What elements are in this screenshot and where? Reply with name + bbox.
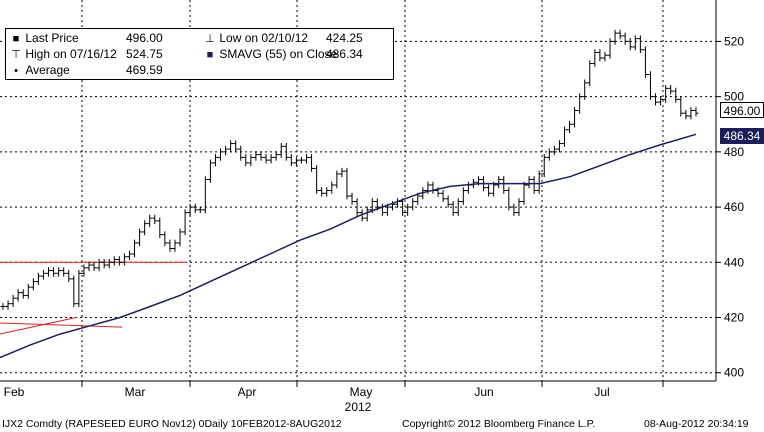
legend-smavg-value: 486.34 [326, 47, 363, 61]
footer-ticker: IJX2 Comdty (RAPESEED EURO Nov12) 0Daily… [2, 418, 342, 430]
x-year-label: 2012 [345, 400, 372, 414]
last-price-marker-icon: ■ [12, 33, 20, 45]
legend-last-price: ■ Last Price [10, 30, 79, 46]
y-tick-label: 500 [724, 90, 744, 104]
y-tick-label: 520 [724, 34, 744, 48]
legend-high: ⊤ High on 07/16/12 [10, 46, 117, 62]
legend-high-label: High on 07/16/12 [25, 47, 117, 61]
legend-low-label: Low on 02/10/12 [219, 31, 309, 45]
legend: ■ Last Price 496.00 ⊤ High on 07/16/12 5… [5, 28, 394, 80]
legend-low: ⊥ Low on 02/10/12 [204, 30, 308, 46]
footer-timestamp: 08-Aug-2012 20:34:19 [644, 418, 749, 430]
axes: 400 420 440 460 480 500 520 Feb Mar Apr May Jun Jul 2… [0, 0, 744, 414]
x-month-label: Jul [594, 385, 609, 399]
sma-series-line [0, 133, 697, 359]
x-month-label: Mar [125, 385, 146, 399]
legend-last-price-value: 496.00 [126, 31, 163, 45]
smavg-marker-icon: ■ [206, 49, 214, 61]
legend-average-label: Average [25, 63, 70, 77]
legend-low-value: 424.25 [326, 31, 363, 45]
price-bars [0, 29, 699, 310]
x-month-label: Jun [474, 385, 493, 399]
y-tick-label: 440 [724, 255, 744, 269]
x-month-label: May [350, 385, 373, 399]
legend-last-price-label: Last Price [25, 31, 79, 45]
sma-value-tag: 486.34 [720, 128, 764, 144]
y-tick-label: 480 [724, 145, 744, 159]
y-tick-label: 400 [724, 366, 744, 380]
average-marker-icon: • [14, 65, 18, 77]
x-month-label: Apr [238, 385, 257, 399]
footer: IJX2 Comdty (RAPESEED EURO Nov12) 0Daily… [0, 416, 764, 432]
legend-smavg-label: SMAVG (55) on Close [219, 47, 338, 61]
grid [0, 0, 716, 381]
red-trendline [0, 322, 123, 328]
legend-smavg: ■ SMAVG (55) on Close [204, 46, 338, 62]
x-month-label: Feb [4, 385, 25, 399]
legend-average-value: 469.59 [126, 63, 163, 77]
legend-high-value: 524.75 [126, 47, 163, 61]
trendlines [0, 261, 187, 335]
y-tick-label: 420 [724, 311, 744, 325]
y-tick-label: 460 [724, 200, 744, 214]
low-marker-icon: ⊥ [205, 33, 215, 45]
last-price-tag: 496.00 [720, 102, 764, 118]
sma-line [0, 133, 697, 359]
legend-average: • Average [10, 62, 70, 78]
red-trendline [0, 317, 77, 335]
footer-copyright: Copyright© 2012 Bloomberg Finance L.P. [402, 418, 596, 430]
high-marker-icon: ⊤ [11, 49, 21, 61]
